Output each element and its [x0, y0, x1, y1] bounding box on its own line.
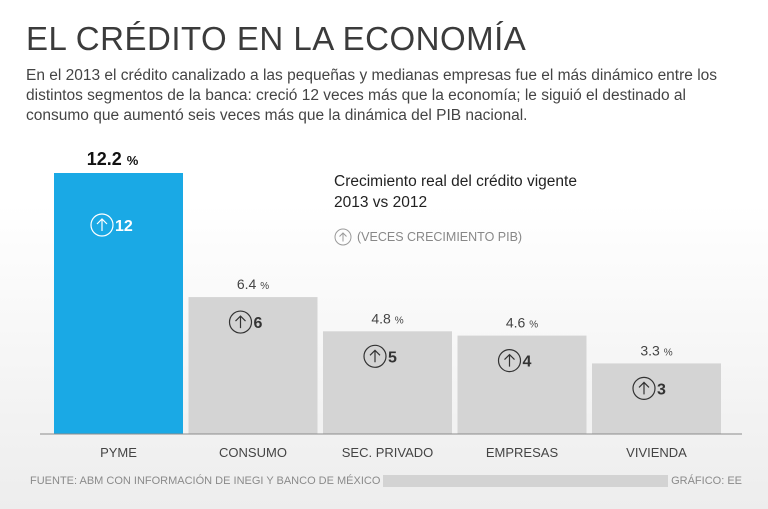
up-arrow-icon-glyph [369, 349, 381, 363]
times-gdp-label: 4 [523, 354, 532, 371]
value-label: 12.2 % [87, 149, 139, 169]
legend-note: (VECES CRECIMIENTO PIB) [334, 228, 522, 246]
up-arrow-circle-icon [90, 213, 114, 237]
footer-credit: GRÁFICO: EE [671, 475, 742, 487]
up-arrow-circle-icon [497, 348, 522, 373]
bar-pyme [54, 173, 183, 434]
footer: FUENTE: ABM CON INFORMACIÓN DE INEGI Y B… [30, 474, 742, 488]
category-label: SEC. PRIVADO [342, 445, 434, 460]
times-gdp-label: 5 [388, 349, 397, 366]
chart-title: Crecimiento real del crédito vigente 201… [334, 171, 577, 213]
chart-title-line2: 2013 vs 2012 [334, 194, 428, 211]
value-label: 4.8 % [371, 310, 403, 326]
times-gdp-label: 3 [657, 381, 666, 398]
category-label: CONSUMO [219, 445, 287, 460]
page-title: EL CRÉDITO EN LA ECONOMÍA [26, 20, 527, 57]
bar-empresas [457, 335, 587, 434]
category-label: VIVIENDA [626, 445, 687, 460]
value-unit: % [529, 320, 538, 331]
page-subtitle: En el 2013 el crédito canalizado a las p… [26, 67, 718, 124]
up-arrow-circle-icon [334, 228, 352, 246]
times-gdp-label: 6 [254, 315, 263, 332]
value-unit: % [260, 281, 269, 292]
footer-source: FUENTE: ABM CON INFORMACIÓN DE INEGI Y B… [30, 475, 381, 487]
up-arrow-circle-icon [632, 376, 656, 401]
bar-sec-privado [323, 331, 452, 434]
value-label: 6.4 % [237, 276, 269, 292]
value-unit: % [395, 315, 404, 326]
up-arrow-circle-icon [228, 310, 253, 334]
up-arrow-icon-glyph [235, 315, 246, 329]
up-arrow-circle-icon [363, 344, 387, 368]
value-label: 3.3 % [640, 342, 672, 358]
bar-consumo [188, 297, 318, 434]
up-arrow-icon-glyph [638, 381, 650, 395]
chart-title-line1: Crecimiento real del crédito vigente [334, 173, 577, 190]
value-label: 4.6 % [506, 315, 538, 331]
category-label: EMPRESAS [486, 445, 559, 460]
value-unit: % [664, 347, 673, 358]
up-arrow-icon-glyph [96, 218, 108, 231]
legend-note-text: (VECES CRECIMIENTO PIB) [357, 230, 523, 244]
bar-vivienda [592, 363, 721, 434]
footer-divider [383, 475, 669, 487]
up-arrow-icon-glyph [504, 353, 515, 367]
times-gdp-label: 12 [115, 218, 133, 235]
value-unit: % [127, 153, 139, 168]
category-label: PYME [100, 445, 137, 460]
